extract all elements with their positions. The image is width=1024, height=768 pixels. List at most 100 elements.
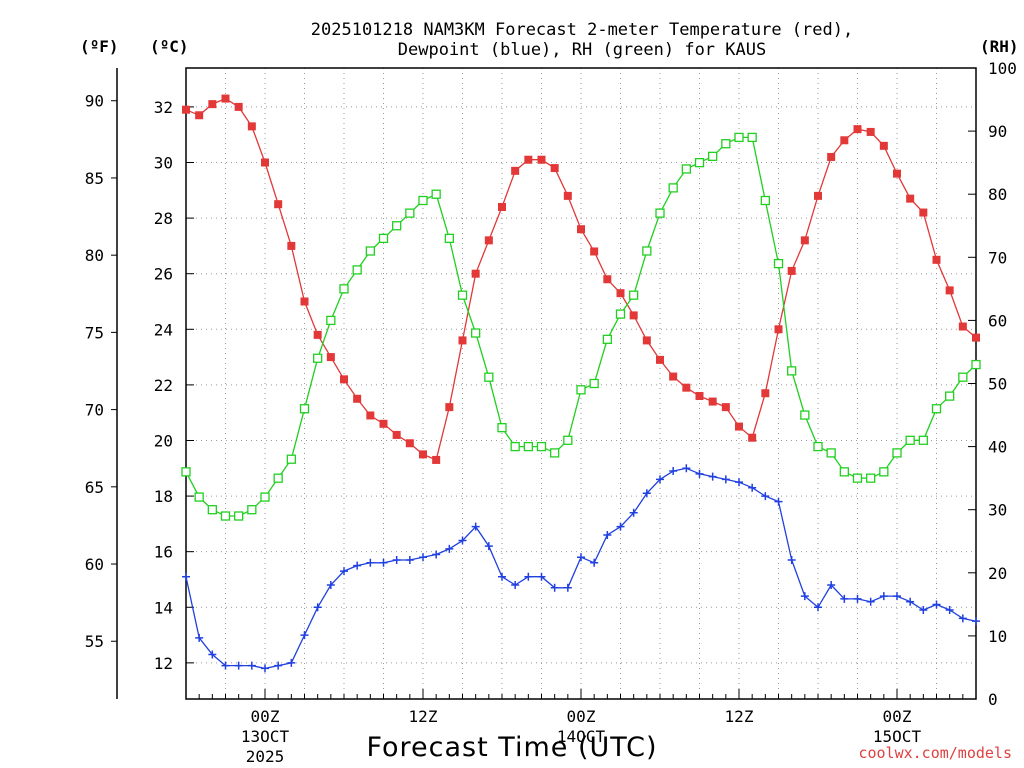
temperature-point — [695, 392, 704, 401]
temperature-point — [629, 311, 638, 320]
dewpoint-point — [195, 633, 204, 642]
celsius-tick-label: 24 — [154, 320, 173, 339]
rh-tick-label: 90 — [988, 122, 1007, 141]
rh-point — [931, 404, 942, 414]
temperature-point — [313, 330, 322, 339]
dewpoint-point — [511, 581, 520, 590]
dewpoint-point — [748, 483, 757, 492]
temperature-point — [340, 375, 348, 384]
fahrenheit-tick-label: 65 — [85, 478, 104, 497]
temperature-point — [300, 297, 309, 306]
temperature-point — [471, 269, 480, 278]
dewpoint-point — [405, 556, 414, 565]
rh-point — [721, 139, 731, 149]
dewpoint-point — [563, 583, 572, 592]
rh-point — [326, 315, 336, 326]
temperature-point — [945, 286, 954, 295]
axes — [111, 67, 977, 700]
temperature-point — [590, 247, 599, 256]
dewpoint-point — [761, 492, 770, 501]
rh-point — [629, 290, 639, 300]
rh-point — [313, 353, 323, 363]
tick-labels: 12 14 16 18 20 22 24 26 28 30 32 55 60 65 70 75 80 85 90 0 1… — [85, 59, 1017, 766]
dewpoint-point — [879, 592, 888, 601]
temperature-point — [524, 155, 533, 164]
dewpoint-point — [313, 603, 322, 612]
rh-point — [800, 410, 810, 420]
rh-point — [747, 132, 757, 143]
rh-point — [431, 189, 441, 199]
temperature-point — [287, 241, 296, 250]
temperature-point — [208, 100, 217, 109]
rh-unit-label: (RH) — [980, 37, 1019, 56]
dewpoint-point — [616, 522, 625, 531]
rh-point — [642, 246, 652, 256]
rh-point — [602, 334, 612, 344]
rh-point — [787, 366, 797, 376]
fahrenheit-tick-label: 75 — [85, 323, 104, 342]
temperature-point — [379, 419, 388, 428]
temperature-point — [274, 200, 283, 209]
temperature-point — [761, 389, 770, 398]
dewpoint-point — [721, 475, 730, 484]
dewpoint-point — [234, 661, 243, 670]
fahrenheit-tick-label: 90 — [85, 92, 104, 111]
temperature-point — [577, 225, 585, 234]
temperature-point — [814, 191, 822, 200]
dewpoint-point — [392, 556, 401, 565]
x-tick-year-label: 2025 — [246, 747, 285, 766]
source-credit: coolwx.com/models — [858, 744, 1012, 762]
rh-point — [852, 473, 863, 483]
x-tick-date-label: 15OCT — [873, 727, 922, 746]
rh-point — [945, 391, 955, 401]
temperature-point — [853, 125, 862, 134]
celsius-tick-label: 32 — [154, 98, 173, 117]
dewpoint-point — [287, 658, 296, 667]
rh-point — [273, 473, 283, 483]
temperature-point — [261, 158, 269, 167]
temperature-point — [958, 322, 967, 331]
x-tick-label: 00Z — [251, 707, 280, 726]
temperature-point — [721, 403, 730, 412]
rh-point — [905, 435, 915, 445]
temperature-point — [353, 394, 362, 403]
x-axis-label: Forecast Time (UTC) — [366, 732, 658, 763]
dewpoint-point — [590, 558, 599, 567]
temperature-point — [919, 208, 928, 217]
dewpoint-point — [945, 606, 954, 615]
celsius-tick-label: 30 — [154, 154, 173, 173]
rh-point — [536, 441, 547, 452]
x-tick-label: 12Z — [409, 707, 438, 726]
rh-tick-label: 40 — [988, 438, 1007, 457]
dewpoint-point — [261, 664, 269, 673]
temperature-point — [484, 236, 493, 245]
rh-point — [497, 423, 507, 433]
temperature-point — [195, 111, 204, 120]
dewpoint-point — [958, 614, 967, 623]
dewpoint-point — [827, 581, 836, 590]
temperature-point — [405, 439, 414, 448]
celsius-tick-label: 22 — [154, 376, 173, 395]
rh-point — [510, 441, 520, 452]
dewpoint-point — [247, 661, 256, 670]
temperature-point — [221, 94, 230, 103]
rh-point — [234, 511, 244, 521]
fahrenheit-unit-label: (ºF) — [80, 37, 119, 56]
rh-point — [260, 492, 270, 502]
temperature-point — [432, 455, 441, 464]
dewpoint-point — [524, 572, 533, 581]
fahrenheit-tick-label: 60 — [85, 555, 104, 574]
temperature-point — [550, 164, 559, 173]
temperature-point — [906, 194, 915, 203]
rh-point — [615, 309, 626, 319]
temperature-point — [682, 383, 691, 392]
fahrenheit-tick-label: 80 — [85, 246, 104, 265]
rh-point — [378, 233, 389, 244]
temperature-point — [326, 353, 335, 362]
rh-point — [892, 448, 902, 458]
temperature-point — [748, 433, 757, 442]
dewpoint-point — [471, 522, 480, 531]
rh-point — [444, 233, 454, 244]
celsius-tick-label: 16 — [154, 543, 173, 562]
